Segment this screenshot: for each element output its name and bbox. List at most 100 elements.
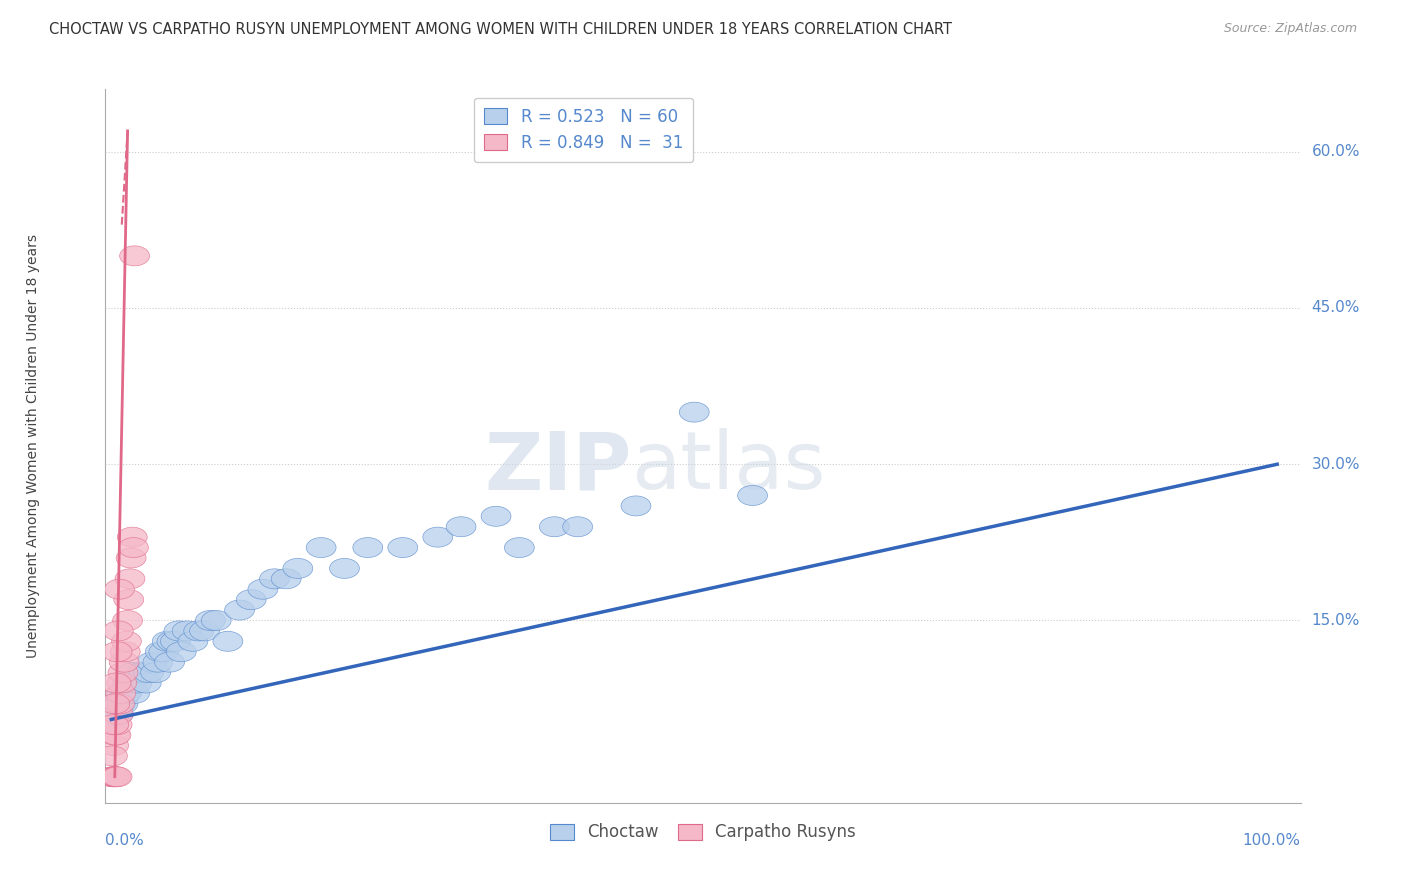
- Ellipse shape: [120, 683, 149, 704]
- Ellipse shape: [446, 516, 477, 537]
- Ellipse shape: [103, 621, 134, 640]
- Ellipse shape: [184, 621, 214, 640]
- Ellipse shape: [112, 673, 142, 693]
- Ellipse shape: [212, 632, 243, 651]
- Text: 45.0%: 45.0%: [1312, 301, 1360, 316]
- Text: Source: ZipAtlas.com: Source: ZipAtlas.com: [1223, 22, 1357, 36]
- Ellipse shape: [118, 663, 149, 682]
- Ellipse shape: [101, 725, 131, 745]
- Text: 100.0%: 100.0%: [1243, 833, 1301, 848]
- Ellipse shape: [103, 705, 134, 724]
- Ellipse shape: [138, 652, 167, 673]
- Ellipse shape: [103, 767, 132, 787]
- Ellipse shape: [100, 767, 129, 787]
- Ellipse shape: [247, 579, 278, 599]
- Ellipse shape: [105, 683, 135, 704]
- Ellipse shape: [195, 610, 225, 631]
- Ellipse shape: [134, 663, 163, 682]
- Ellipse shape: [114, 590, 143, 609]
- Ellipse shape: [129, 663, 159, 682]
- Ellipse shape: [103, 714, 132, 735]
- Ellipse shape: [120, 246, 149, 266]
- Ellipse shape: [107, 673, 136, 693]
- Ellipse shape: [110, 652, 139, 673]
- Ellipse shape: [172, 621, 202, 640]
- Ellipse shape: [115, 673, 145, 693]
- Ellipse shape: [388, 538, 418, 558]
- Ellipse shape: [125, 663, 156, 682]
- Ellipse shape: [103, 705, 134, 724]
- Ellipse shape: [166, 641, 197, 662]
- Ellipse shape: [97, 767, 128, 787]
- Ellipse shape: [679, 402, 709, 422]
- Ellipse shape: [98, 714, 128, 735]
- Ellipse shape: [110, 641, 141, 662]
- Ellipse shape: [101, 673, 131, 693]
- Ellipse shape: [100, 694, 129, 714]
- Ellipse shape: [122, 673, 152, 693]
- Ellipse shape: [621, 496, 651, 516]
- Text: 30.0%: 30.0%: [1312, 457, 1360, 472]
- Ellipse shape: [107, 683, 136, 704]
- Ellipse shape: [111, 683, 142, 704]
- Ellipse shape: [112, 610, 142, 631]
- Ellipse shape: [100, 725, 129, 745]
- Ellipse shape: [104, 694, 135, 714]
- Ellipse shape: [271, 569, 301, 589]
- Ellipse shape: [353, 538, 382, 558]
- Ellipse shape: [108, 694, 138, 714]
- Ellipse shape: [481, 507, 510, 526]
- Ellipse shape: [540, 516, 569, 537]
- Ellipse shape: [562, 516, 592, 537]
- Ellipse shape: [423, 527, 453, 547]
- Ellipse shape: [179, 632, 208, 651]
- Ellipse shape: [100, 705, 129, 724]
- Ellipse shape: [115, 569, 145, 589]
- Ellipse shape: [98, 767, 128, 787]
- Text: 60.0%: 60.0%: [1312, 145, 1360, 159]
- Ellipse shape: [190, 621, 219, 640]
- Ellipse shape: [108, 663, 138, 682]
- Ellipse shape: [98, 736, 128, 756]
- Ellipse shape: [118, 538, 149, 558]
- Ellipse shape: [225, 600, 254, 620]
- Ellipse shape: [738, 485, 768, 506]
- Ellipse shape: [152, 632, 183, 651]
- Ellipse shape: [165, 621, 194, 640]
- Ellipse shape: [201, 610, 231, 631]
- Ellipse shape: [141, 663, 170, 682]
- Ellipse shape: [283, 558, 312, 578]
- Ellipse shape: [143, 652, 173, 673]
- Ellipse shape: [97, 746, 128, 766]
- Text: 0.0%: 0.0%: [105, 833, 145, 848]
- Ellipse shape: [114, 673, 143, 693]
- Ellipse shape: [110, 683, 141, 704]
- Ellipse shape: [329, 558, 360, 578]
- Ellipse shape: [131, 673, 162, 693]
- Ellipse shape: [101, 767, 131, 787]
- Ellipse shape: [149, 641, 179, 662]
- Ellipse shape: [98, 714, 128, 735]
- Text: CHOCTAW VS CARPATHO RUSYN UNEMPLOYMENT AMONG WOMEN WITH CHILDREN UNDER 18 YEARS : CHOCTAW VS CARPATHO RUSYN UNEMPLOYMENT A…: [49, 22, 952, 37]
- Ellipse shape: [260, 569, 290, 589]
- Legend: Choctaw, Carpatho Rusyns: Choctaw, Carpatho Rusyns: [544, 817, 862, 848]
- Ellipse shape: [103, 694, 132, 714]
- Ellipse shape: [307, 538, 336, 558]
- Ellipse shape: [236, 590, 266, 609]
- Ellipse shape: [117, 527, 148, 547]
- Ellipse shape: [104, 694, 135, 714]
- Ellipse shape: [117, 548, 146, 568]
- Text: 15.0%: 15.0%: [1312, 613, 1360, 628]
- Ellipse shape: [104, 579, 135, 599]
- Ellipse shape: [160, 632, 190, 651]
- Ellipse shape: [145, 641, 176, 662]
- Ellipse shape: [101, 705, 131, 724]
- Ellipse shape: [117, 673, 148, 693]
- Ellipse shape: [105, 694, 135, 714]
- Text: ZIP: ZIP: [484, 428, 631, 507]
- Ellipse shape: [111, 632, 142, 651]
- Text: Unemployment Among Women with Children Under 18 years: Unemployment Among Women with Children U…: [27, 234, 41, 658]
- Ellipse shape: [103, 641, 132, 662]
- Ellipse shape: [157, 632, 187, 651]
- Ellipse shape: [117, 663, 146, 682]
